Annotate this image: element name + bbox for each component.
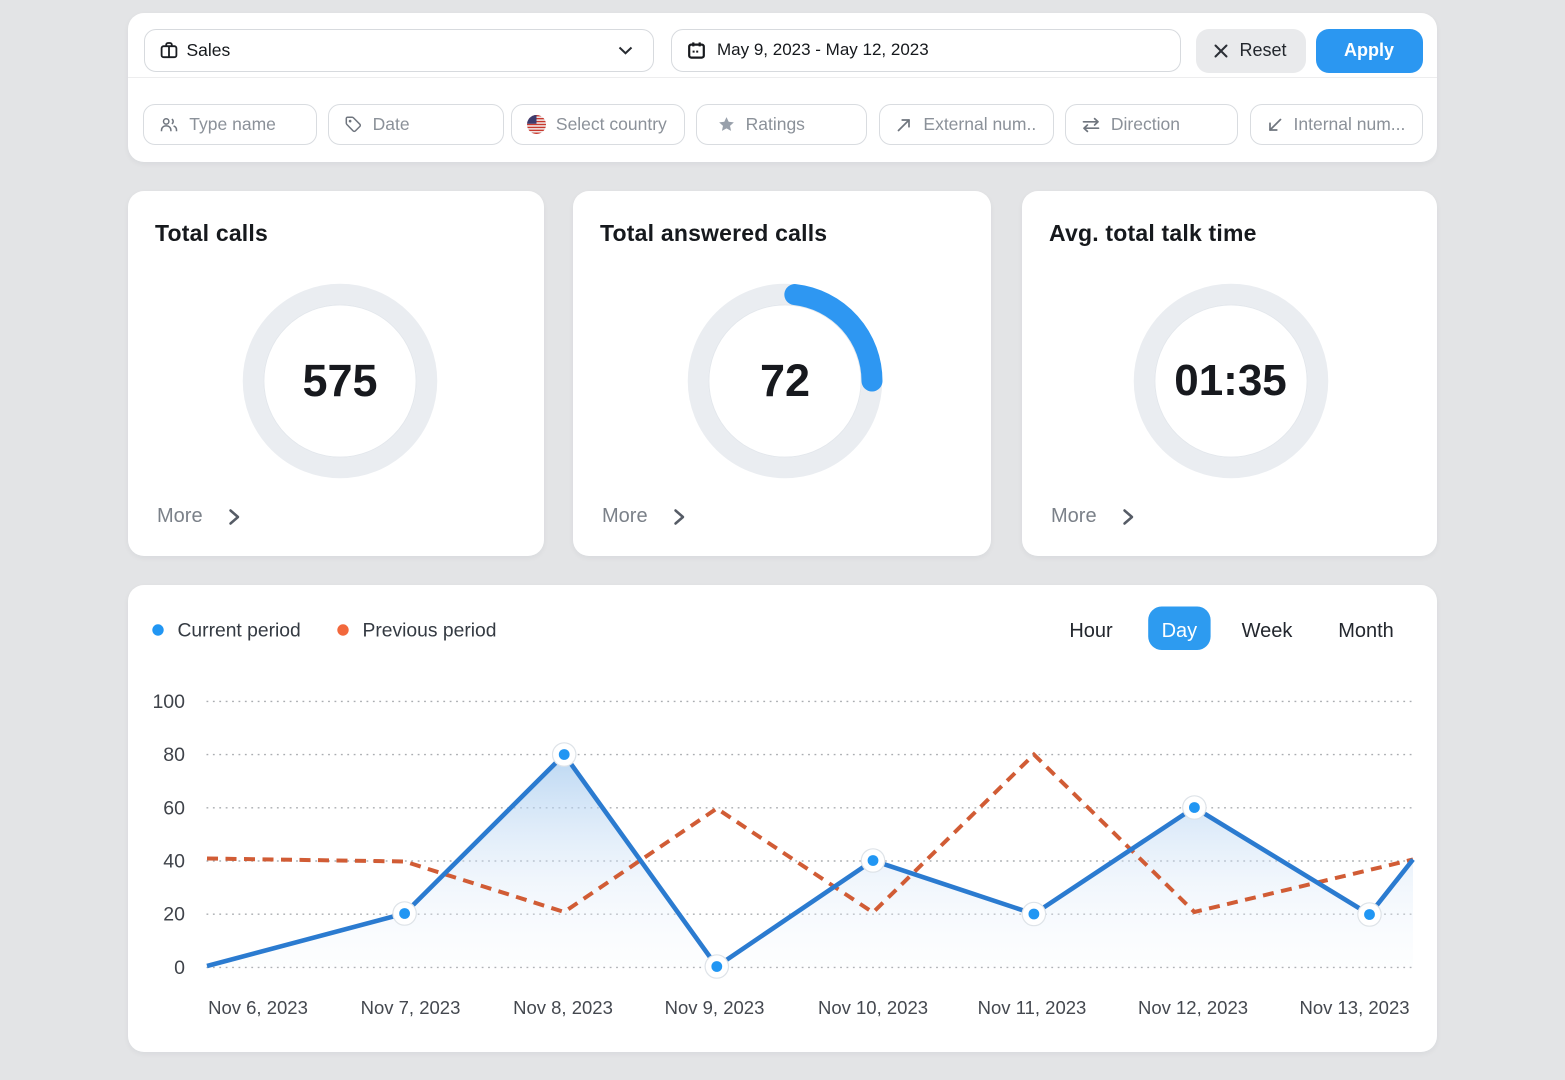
svg-text:60: 60: [163, 797, 185, 819]
svg-text:Nov 10, 2023: Nov 10, 2023: [818, 997, 928, 1018]
svg-text:Month: Month: [1338, 620, 1394, 642]
svg-text:Hour: Hour: [1069, 620, 1113, 642]
svg-text:Nov 13, 2023: Nov 13, 2023: [1299, 997, 1409, 1018]
svg-text:Nov 6, 2023: Nov 6, 2023: [208, 997, 308, 1018]
svg-text:Nov 8, 2023: Nov 8, 2023: [513, 997, 613, 1018]
svg-text:Previous period: Previous period: [363, 621, 497, 642]
svg-text:Nov 9, 2023: Nov 9, 2023: [665, 997, 765, 1018]
svg-text:0: 0: [174, 957, 185, 979]
svg-text:Nov 12, 2023: Nov 12, 2023: [1138, 997, 1248, 1018]
svg-text:80: 80: [163, 744, 185, 766]
svg-text:100: 100: [152, 691, 185, 713]
svg-text:20: 20: [163, 904, 185, 926]
svg-text:Current period: Current period: [178, 621, 301, 642]
svg-text:Nov 7, 2023: Nov 7, 2023: [361, 997, 461, 1018]
svg-text:40: 40: [163, 851, 185, 873]
svg-text:Nov 11, 2023: Nov 11, 2023: [978, 997, 1087, 1018]
svg-text:Day: Day: [1162, 620, 1198, 642]
svg-text:Week: Week: [1242, 620, 1294, 642]
